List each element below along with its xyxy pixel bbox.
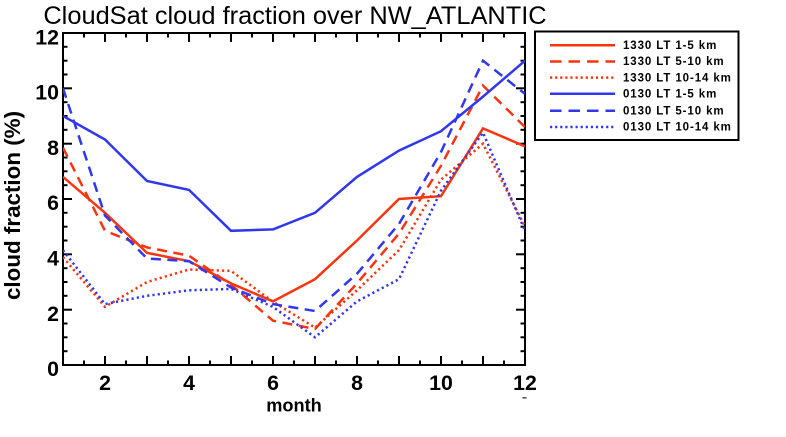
svg-text:8: 8 [351, 371, 363, 395]
svg-text:2: 2 [47, 302, 59, 326]
svg-text:month: month [266, 396, 322, 416]
svg-text:6: 6 [267, 371, 279, 395]
svg-text:1330 LT 5-10 km: 1330 LT 5-10 km [623, 56, 725, 68]
svg-text:0130 LT 1-5 km: 0130 LT 1-5 km [623, 89, 717, 101]
svg-text:8: 8 [47, 136, 59, 160]
svg-text:4: 4 [183, 371, 195, 395]
svg-text:10: 10 [35, 81, 59, 105]
svg-text:12: 12 [35, 25, 59, 49]
svg-text:4: 4 [47, 247, 59, 271]
svg-text:10: 10 [429, 371, 453, 395]
svg-text:0130 LT 5-10 km: 0130 LT 5-10 km [623, 106, 725, 118]
svg-text:0130 LT 10-14 km: 0130 LT 10-14 km [623, 122, 732, 134]
svg-text:CloudSat cloud fraction over N: CloudSat cloud fraction over NW_ATLANTIC [43, 2, 546, 30]
svg-text:12: 12 [513, 371, 537, 395]
svg-text:0: 0 [47, 357, 59, 381]
svg-text:1330 LT 10-14 km: 1330 LT 10-14 km [623, 72, 732, 84]
svg-text:1330 LT 1-5 km: 1330 LT 1-5 km [623, 40, 717, 52]
svg-text:6: 6 [47, 191, 59, 215]
svg-text:cloud fraction (%): cloud fraction (%) [0, 111, 25, 300]
svg-text:2: 2 [99, 371, 111, 395]
